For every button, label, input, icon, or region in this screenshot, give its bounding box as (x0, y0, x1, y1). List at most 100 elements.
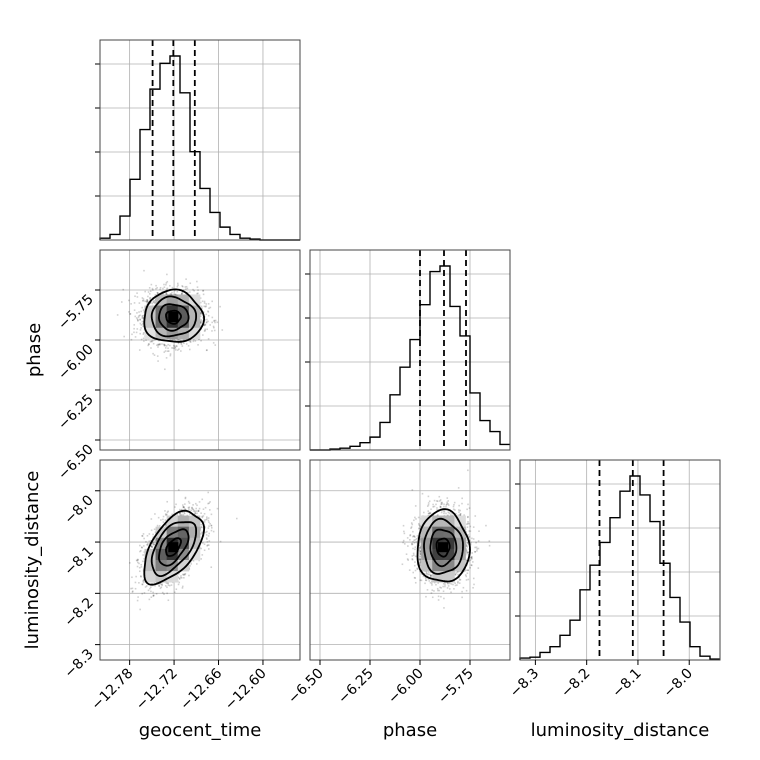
sample-point (179, 340, 182, 342)
sample-point (150, 518, 153, 520)
sample-point (155, 592, 158, 595)
sample-point (142, 337, 145, 340)
sample-point (205, 518, 207, 521)
sample-point (170, 339, 173, 341)
sample-point (142, 299, 145, 302)
hist-frame-luminosity_distance (519, 459, 721, 661)
sample-point (216, 321, 219, 324)
density-cell (144, 305, 156, 317)
peak-marker (168, 542, 179, 553)
sample-point (138, 566, 141, 569)
sample-point (157, 346, 159, 348)
sample-point (213, 320, 215, 322)
sample-point (143, 537, 145, 540)
sample-point (188, 508, 190, 510)
sample-point (207, 527, 210, 529)
sample-point (134, 336, 137, 338)
sample-point (187, 500, 190, 503)
sample-point (435, 503, 437, 506)
sample-point (211, 300, 213, 303)
sample-point (138, 315, 140, 317)
sample-point (140, 327, 142, 329)
sample-point (195, 507, 198, 510)
sample-point (151, 582, 153, 585)
sample-point (184, 496, 187, 499)
sample-point (197, 289, 199, 292)
sample-point (456, 571, 459, 573)
sample-point (201, 307, 203, 309)
sample-point (194, 512, 197, 515)
sample-point (147, 291, 150, 293)
sample-point (146, 544, 149, 546)
sample-point (201, 516, 204, 519)
sample-point (142, 298, 145, 300)
sample-point (179, 513, 181, 515)
sample-point (188, 506, 191, 509)
sample-point (199, 315, 202, 318)
sample-point (141, 546, 143, 549)
sample-point (157, 516, 160, 519)
sample-point (206, 328, 208, 331)
density-cell (144, 327, 156, 340)
sample-point (201, 320, 204, 322)
sample-point (142, 581, 145, 584)
sample-point (201, 300, 204, 303)
sample-point (175, 588, 178, 591)
sample-point (205, 349, 208, 352)
sample-point (148, 287, 151, 289)
sample-point (207, 491, 210, 494)
sample-point (143, 578, 145, 581)
sample-point (131, 587, 134, 590)
sample-point (159, 587, 162, 590)
sample-point (152, 591, 154, 594)
sample-point (439, 506, 442, 509)
sample-point (150, 347, 152, 349)
sample-point (141, 592, 144, 595)
sample-point (199, 297, 202, 299)
sample-point (182, 339, 185, 342)
contour-3 (143, 509, 206, 586)
sample-point (203, 519, 206, 521)
sample-point (200, 321, 202, 324)
hist-frame-geocent_time (99, 39, 301, 241)
histogram-luminosity_distance (519, 475, 720, 660)
sample-point (199, 529, 202, 531)
sample-point (164, 510, 166, 512)
sample-point (147, 542, 149, 545)
sample-point (414, 581, 417, 584)
sample-point (189, 340, 191, 343)
sample-point (206, 318, 208, 321)
sample-point (147, 301, 150, 303)
sample-point (130, 338, 133, 341)
sample-point (200, 312, 203, 315)
sample-point (441, 501, 443, 504)
sample-point (204, 329, 206, 332)
histogram-geocent_time (99, 55, 300, 241)
sample-point (143, 340, 145, 342)
sample-point (202, 290, 204, 292)
sample-point (172, 347, 174, 349)
sample-point (166, 287, 169, 290)
sample-point (208, 307, 210, 310)
sample-point (196, 286, 199, 288)
sample-point (153, 538, 156, 541)
density-cell (155, 327, 167, 340)
sample-point (156, 292, 159, 294)
sample-point (420, 573, 423, 575)
sample-point (141, 535, 143, 537)
sample-point (188, 568, 191, 571)
sample-point (163, 283, 165, 286)
sample-point (428, 512, 430, 515)
sample-point (446, 501, 448, 504)
sample-point (144, 300, 147, 303)
panel-frame (99, 459, 301, 661)
sample-point (175, 345, 178, 347)
sample-point (143, 557, 145, 560)
density-cell (177, 316, 190, 329)
sample-point (178, 581, 181, 584)
sample-point (427, 495, 430, 498)
sample-point (427, 512, 430, 515)
sample-point (181, 345, 184, 347)
sample-point (415, 518, 417, 520)
sample-point (182, 506, 184, 508)
